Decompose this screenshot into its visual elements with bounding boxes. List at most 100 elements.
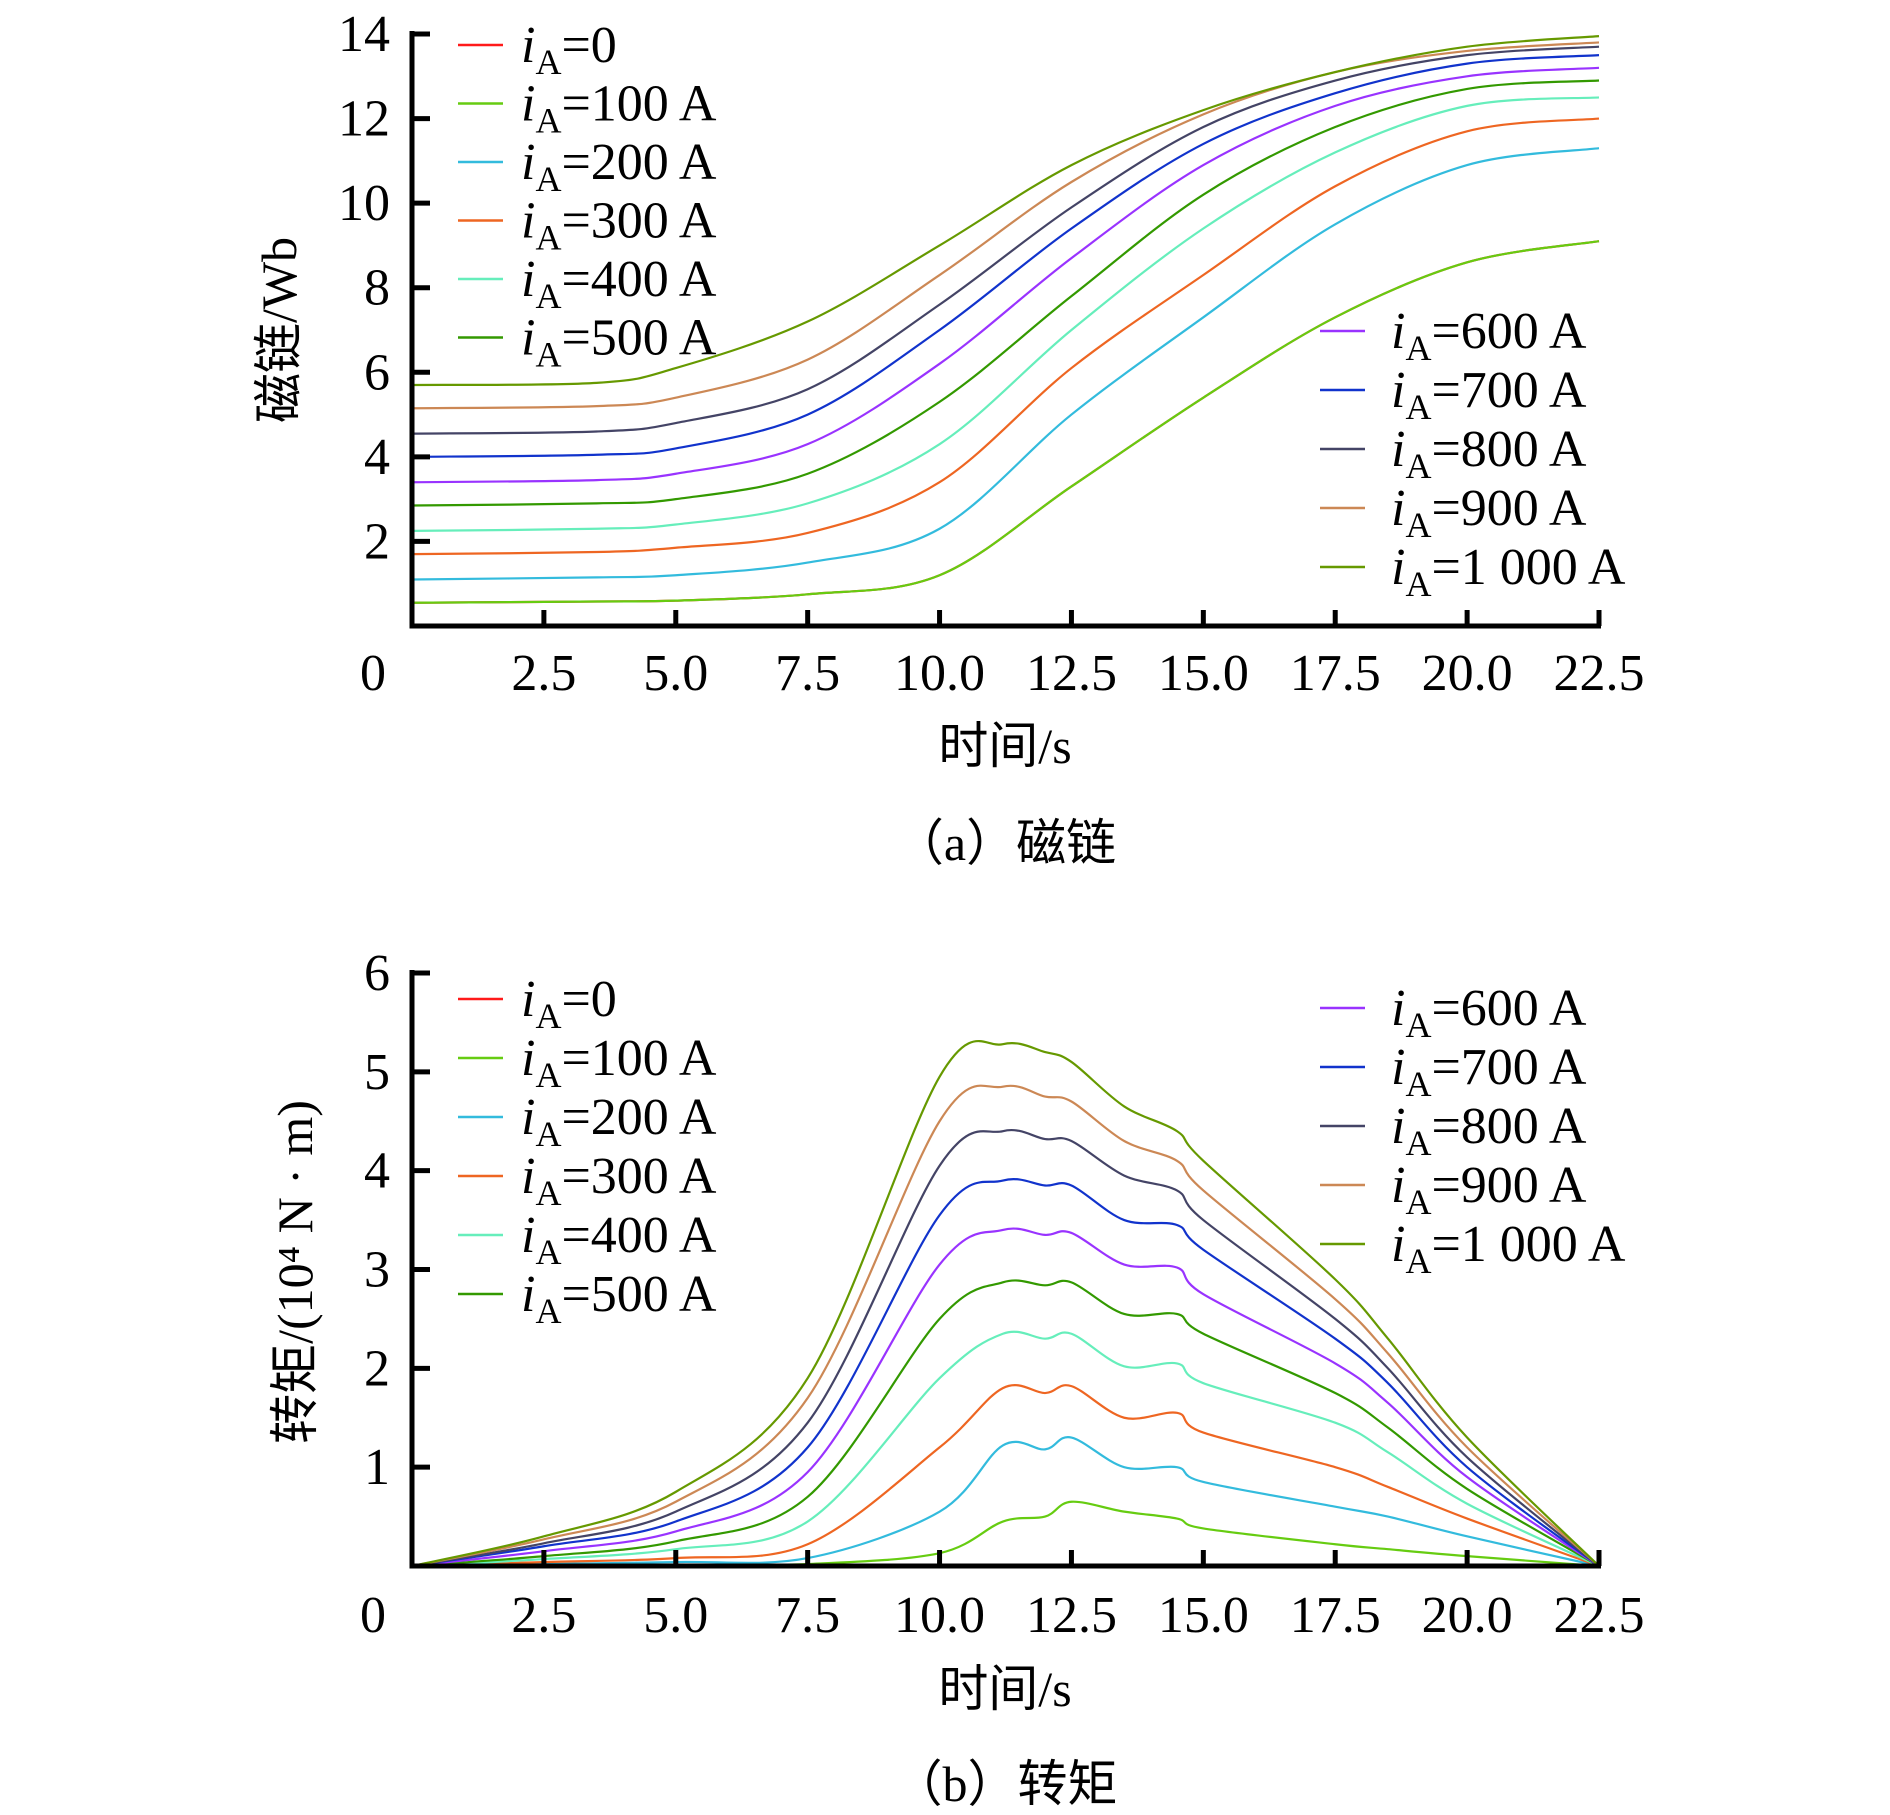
legend-sub: A	[1405, 328, 1431, 368]
y-tick-label: 2	[364, 513, 390, 570]
legend-var: i	[521, 1207, 535, 1264]
legend-item: iA=900 A	[1320, 1157, 1587, 1222]
legend-sub: A	[535, 1114, 561, 1154]
series-line-8	[411, 45, 1600, 435]
legend-sub: A	[1405, 1241, 1431, 1281]
x-tick-label: 22.5	[1554, 1587, 1645, 1644]
y-tick-label: 6	[364, 344, 390, 401]
legend-item: iA=200 A	[458, 1089, 717, 1154]
legend-label: iA=100 A	[521, 1030, 717, 1095]
legend-label: iA=0	[521, 971, 617, 1036]
legend-value: =400 A	[561, 251, 716, 308]
legend-item: iA=900 A	[1320, 480, 1587, 545]
legend-item: iA=200 A	[458, 134, 717, 199]
chart-caption: （b）转矩	[893, 1756, 1118, 1812]
legend-var: i	[1391, 421, 1405, 478]
legend-label: iA=400 A	[521, 1207, 717, 1272]
legend-label: iA=700 A	[1391, 1039, 1587, 1104]
origin-label: 0	[360, 1587, 386, 1644]
x-tick-label: 12.5	[1026, 645, 1117, 702]
legend-sub: A	[535, 996, 561, 1036]
legend-value: =200 A	[561, 1089, 716, 1146]
legend-item: iA=500 A	[458, 1266, 717, 1331]
chart-caption: （a）磁链	[894, 815, 1116, 871]
x-tick-label: 10.0	[894, 1587, 985, 1644]
legend-label: iA=800 A	[1391, 421, 1587, 486]
legend-value: =800 A	[1431, 421, 1586, 478]
legend-var: i	[521, 1030, 535, 1087]
x-tick-label: 2.5	[511, 645, 576, 702]
legend-sub: A	[1405, 387, 1431, 427]
legend-var: i	[1391, 303, 1405, 360]
x-tick-label: 7.5	[775, 1587, 840, 1644]
series-line-4	[411, 1330, 1600, 1568]
legend-var: i	[1391, 539, 1405, 596]
legend-label: iA=600 A	[1391, 303, 1587, 368]
legend-value: =700 A	[1431, 362, 1586, 419]
y-axis-label: 转矩/(10⁴ N · m)	[267, 1100, 323, 1444]
legend-var: i	[1391, 480, 1405, 537]
legend-value: =400 A	[561, 1207, 716, 1264]
legend-value: =1 000 A	[1431, 539, 1625, 596]
legend-label: iA=300 A	[521, 193, 717, 258]
series-line-9	[411, 41, 1600, 410]
legend-value: =800 A	[1431, 1098, 1586, 1155]
y-tick-label: 5	[364, 1044, 390, 1101]
legend-var: i	[1391, 362, 1405, 419]
legend-item: iA=600 A	[1320, 980, 1587, 1045]
legend-sub: A	[535, 1291, 561, 1331]
y-tick-label: 3	[364, 1242, 390, 1299]
legend-value: =200 A	[561, 134, 716, 191]
origin-label: 0	[360, 645, 386, 702]
legend-label: iA=300 A	[521, 1148, 717, 1213]
y-tick-label: 4	[364, 1143, 390, 1200]
x-tick-label: 20.0	[1422, 645, 1513, 702]
legend-item: iA=800 A	[1320, 1098, 1587, 1163]
legend-item: iA=100 A	[458, 76, 717, 141]
x-axis-label: 时间/s	[938, 1661, 1071, 1717]
legend-value: =100 A	[561, 76, 716, 133]
legend-value: =0	[561, 971, 616, 1028]
series-line-6	[411, 1227, 1600, 1568]
x-tick-label: 15.0	[1158, 645, 1249, 702]
legend-sub: A	[535, 1232, 561, 1272]
legend-value: =600 A	[1431, 303, 1586, 360]
legend-sub: A	[535, 335, 561, 375]
y-tick-label: 2	[364, 1340, 390, 1397]
legend-item: iA=100 A	[458, 1030, 717, 1095]
legend-item: iA=700 A	[1320, 362, 1587, 427]
legend-label: iA=800 A	[1391, 1098, 1587, 1163]
legend-item: iA=400 A	[458, 1207, 717, 1272]
x-tick-label: 15.0	[1158, 1587, 1249, 1644]
torque-chart: 转矩/(10⁴ N · m) 时间/s （b）转矩 0 1 2 3 4 5 6 2.5 5.0…	[267, 945, 1645, 1812]
legend-item: iA=400 A	[458, 251, 717, 316]
y-tick-label: 12	[338, 91, 390, 148]
y-tick-label: 4	[364, 429, 390, 486]
legend-sub: A	[535, 1173, 561, 1213]
legend-var: i	[521, 1148, 535, 1205]
series-line-7	[411, 1178, 1600, 1568]
y-axis-label: 磁链/Wb	[251, 237, 307, 423]
x-tick-label: 10.0	[894, 645, 985, 702]
series-line-1	[411, 240, 1600, 604]
legend-sub: A	[1405, 1064, 1431, 1104]
legend-item: iA=700 A	[1320, 1039, 1587, 1104]
legend-value: =500 A	[561, 1266, 716, 1323]
x-tick-label: 5.0	[643, 645, 708, 702]
legend-value: =700 A	[1431, 1039, 1586, 1096]
legend-sub: A	[535, 101, 561, 141]
legend-sub: A	[535, 276, 561, 316]
legend-var: i	[1391, 1216, 1405, 1273]
x-tick-label: 22.5	[1554, 645, 1645, 702]
legend-label: iA=500 A	[521, 1266, 717, 1331]
legend-value: =1 000 A	[1431, 1216, 1625, 1273]
legend-value: =300 A	[561, 1148, 716, 1205]
series-line-5	[411, 1279, 1600, 1568]
legend-label: iA=600 A	[1391, 980, 1587, 1045]
legend-sub: A	[1405, 564, 1431, 604]
legend-item: iA=0	[458, 971, 617, 1036]
y-tick-label: 6	[364, 945, 390, 1002]
legend-value: =900 A	[1431, 1157, 1586, 1214]
series-line-3	[411, 117, 1600, 556]
y-tick-label: 1	[364, 1439, 390, 1496]
